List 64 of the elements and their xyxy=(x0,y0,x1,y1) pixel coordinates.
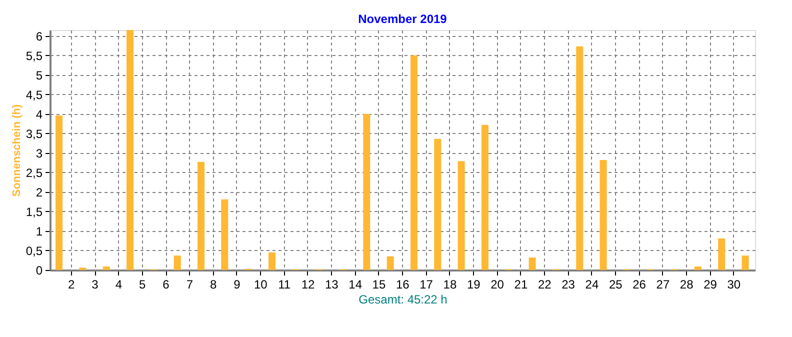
y-tick-label: 5 xyxy=(36,68,43,82)
x-tick-label: 25 xyxy=(608,278,623,292)
chart-title: November 2019 xyxy=(358,12,448,26)
x-tick-label: 23 xyxy=(562,278,576,292)
y-tick-label: 0 xyxy=(36,264,43,278)
x-tick-label: 22 xyxy=(538,278,552,292)
bar xyxy=(481,124,488,270)
bar xyxy=(742,256,749,270)
bar xyxy=(221,199,228,270)
x-tick-label: 10 xyxy=(254,278,268,292)
x-tick-label: 8 xyxy=(210,278,217,292)
x-tick-label: 4 xyxy=(115,278,122,292)
bar xyxy=(198,162,205,270)
x-tick-label: 9 xyxy=(234,278,241,292)
y-axis-title: Sonnenschein (h) xyxy=(10,104,23,197)
bar xyxy=(174,256,181,270)
x-tick-label: 19 xyxy=(466,278,481,292)
y-tick-label: 1 xyxy=(36,224,43,238)
y-tick-label: 2 xyxy=(36,185,43,200)
y-tick-label: 1,5 xyxy=(26,204,43,219)
x-tick-label: 14 xyxy=(348,278,362,292)
x-tick-label: 3 xyxy=(92,278,99,292)
bar xyxy=(268,252,276,270)
x-tick-label: 7 xyxy=(186,278,194,292)
x-tick-label: 26 xyxy=(632,278,646,292)
y-tick-label: 2,5 xyxy=(26,166,43,180)
x-tick-label: 2 xyxy=(68,278,76,292)
x-tick-label: 11 xyxy=(278,278,291,292)
bar xyxy=(694,266,702,270)
bar xyxy=(528,258,536,270)
y-tick-label: 4 xyxy=(36,107,43,122)
x-tick-label: 6 xyxy=(162,278,170,292)
y-tick-label: 3,5 xyxy=(26,126,43,141)
bar xyxy=(56,115,63,270)
x-tick-label: 20 xyxy=(490,278,504,292)
x-tick-label: 15 xyxy=(372,278,386,292)
x-axis-title: Gesamt: 45:22 h xyxy=(358,292,448,306)
x-tick-label: 30 xyxy=(727,278,741,292)
x-tick-label: 5 xyxy=(139,278,146,292)
y-tick-label: 0,5 xyxy=(26,244,43,258)
bar xyxy=(126,30,134,270)
x-tick-label: 18 xyxy=(443,278,457,292)
bar xyxy=(363,114,370,270)
x-tick-label: 24 xyxy=(585,278,599,292)
x-tick-label: 28 xyxy=(680,278,694,292)
bar xyxy=(458,161,465,270)
y-tick-label: 4,5 xyxy=(26,88,43,102)
bar xyxy=(386,256,394,270)
x-tick-label: 29 xyxy=(704,278,718,292)
x-tick-label: 12 xyxy=(301,278,315,292)
y-tick-label: 3 xyxy=(36,146,43,160)
x-tick-label: 21 xyxy=(514,278,528,292)
y-tick-label: 6 xyxy=(36,29,43,44)
y-tick-label: 5,5 xyxy=(26,48,43,63)
x-tick-label: 13 xyxy=(324,278,339,292)
bar xyxy=(576,46,584,270)
x-tick-label: 27 xyxy=(656,278,670,292)
x-tick-label: 17 xyxy=(420,278,434,292)
bar xyxy=(718,238,726,270)
bar xyxy=(600,160,607,270)
bar xyxy=(410,55,418,270)
bar xyxy=(434,138,442,270)
bar xyxy=(102,266,110,270)
x-tick-label: 16 xyxy=(396,278,410,292)
